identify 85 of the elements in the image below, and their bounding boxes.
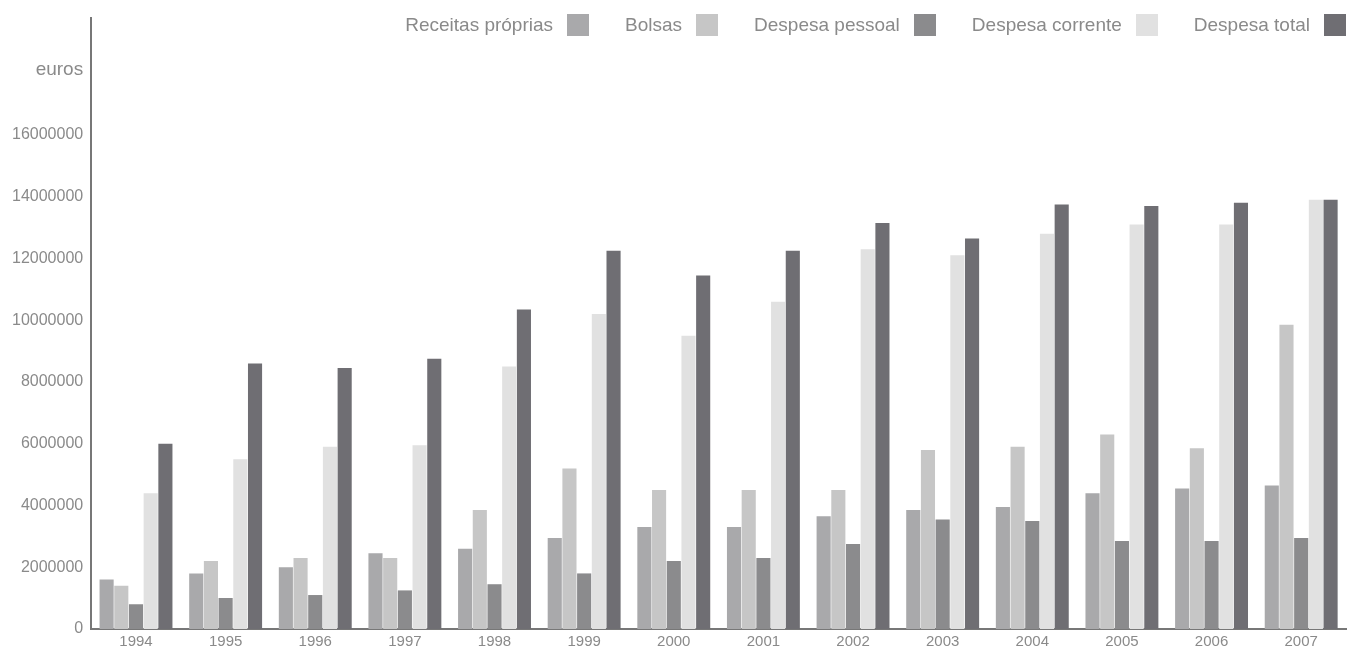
- bar: [995, 507, 1010, 629]
- bar: [1308, 199, 1323, 629]
- bar: [368, 553, 383, 629]
- bar: [547, 537, 562, 629]
- bar: [383, 557, 398, 629]
- bar: [128, 604, 144, 629]
- bar: [756, 557, 771, 629]
- bar: [935, 519, 950, 629]
- x-tick-label: 2007: [1284, 632, 1318, 650]
- bar: [831, 490, 846, 629]
- bar: [114, 585, 129, 629]
- bar: [487, 584, 502, 629]
- bar: [1010, 446, 1025, 629]
- x-tick-label: 2000: [657, 632, 691, 650]
- bar: [771, 301, 786, 629]
- bar: [860, 249, 875, 629]
- legend-label: Despesa total: [1193, 14, 1310, 36]
- bar: [666, 561, 681, 629]
- bar: [458, 548, 473, 629]
- x-tick-label: 2001: [746, 632, 781, 650]
- bar: [845, 544, 861, 629]
- x-tick-label: 2002: [836, 632, 870, 650]
- y-tick-label: 8000000: [20, 372, 84, 390]
- x-tick-label: 2006: [1194, 632, 1229, 650]
- x-tick-label: 2005: [1105, 632, 1139, 650]
- bar: [1264, 485, 1279, 629]
- bar: [189, 573, 204, 629]
- legend-label: Receitas próprias: [405, 14, 554, 36]
- bar: [1189, 448, 1204, 629]
- y-tick-label: 16000000: [12, 125, 84, 143]
- x-tick-label: 1994: [119, 632, 153, 650]
- bar: [99, 579, 114, 629]
- y-tick-label: 14000000: [12, 187, 84, 205]
- bar: [412, 445, 427, 629]
- bar: [906, 510, 921, 629]
- y-tick-label: 2000000: [20, 557, 84, 575]
- bar: [143, 493, 158, 629]
- x-tick-label: 2004: [1015, 632, 1049, 650]
- bar: [741, 490, 756, 629]
- y-axis-title: euros: [35, 58, 84, 80]
- bar: [278, 567, 293, 629]
- bar: [308, 595, 323, 629]
- bar: [1204, 541, 1219, 629]
- bar: [681, 335, 696, 629]
- bar: [950, 255, 965, 629]
- y-tick-label: 12000000: [12, 248, 84, 266]
- bar: [577, 573, 592, 629]
- legend-label: Despesa pessoal: [754, 14, 900, 36]
- bar: [472, 510, 487, 629]
- bar: [562, 468, 577, 629]
- y-tick-label: 4000000: [20, 495, 84, 513]
- bar: [1219, 224, 1234, 629]
- bar: [920, 449, 936, 629]
- bar: [726, 527, 742, 629]
- legend-label: Despesa corrente: [971, 14, 1122, 36]
- bar: [1175, 488, 1190, 629]
- x-tick-label: 1998: [477, 632, 512, 650]
- bar: [1129, 224, 1144, 629]
- x-tick-label: 1995: [208, 632, 243, 650]
- bar: [637, 527, 652, 629]
- bar: [1025, 520, 1040, 629]
- bar: [322, 446, 338, 629]
- bar: [1114, 541, 1129, 629]
- bar: [233, 459, 248, 629]
- bar: [502, 366, 517, 629]
- bar: [1100, 434, 1115, 629]
- y-tick-label: 0: [74, 619, 84, 637]
- x-tick-label: 1999: [567, 632, 601, 650]
- bar: [1279, 324, 1294, 629]
- bar: [397, 590, 412, 629]
- bar: [218, 598, 233, 629]
- legend-label: Bolsas: [625, 14, 683, 36]
- bar: [816, 516, 831, 629]
- bar: [652, 490, 667, 629]
- bar: [293, 557, 308, 629]
- x-tick-label: 1996: [298, 632, 332, 650]
- bar: [1294, 537, 1309, 629]
- y-tick-label: 10000000: [12, 310, 84, 328]
- bar: [203, 561, 218, 629]
- x-tick-label: 1997: [388, 632, 422, 650]
- bar: [1039, 233, 1055, 629]
- x-tick-label: 2003: [925, 632, 960, 650]
- bar: [591, 314, 606, 629]
- bar: [1085, 493, 1100, 629]
- y-tick-label: 6000000: [20, 434, 84, 452]
